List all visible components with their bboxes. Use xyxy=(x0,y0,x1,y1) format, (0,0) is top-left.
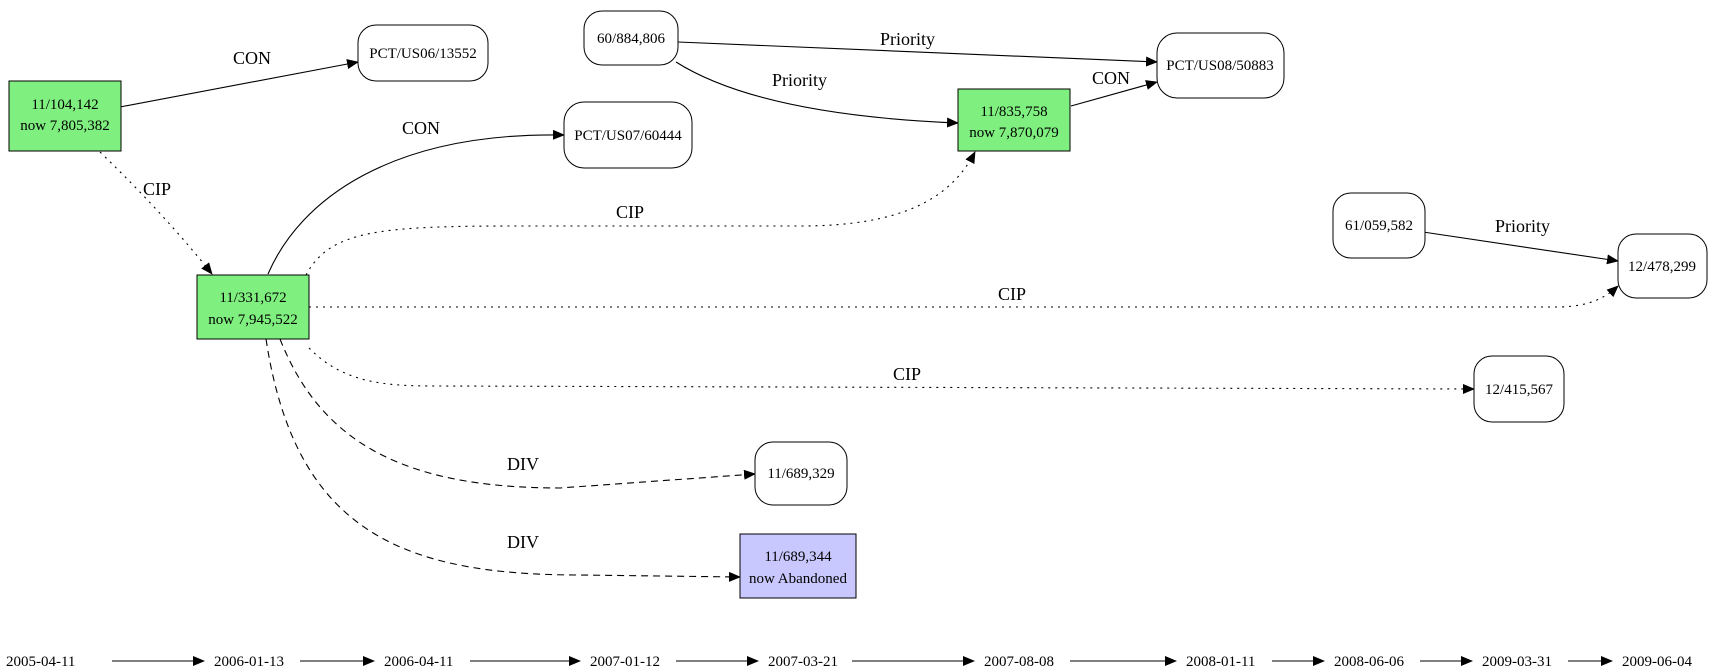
edge-cip-11331672-12478299 xyxy=(309,285,1619,308)
timeline-date: 2005-04-11 xyxy=(6,654,75,670)
timeline-date: 2009-03-31 xyxy=(1482,654,1552,670)
node-title: 11/689,329 xyxy=(767,466,834,482)
node-box xyxy=(1473,355,1565,423)
timeline-date: 2008-01-11 xyxy=(1186,654,1255,670)
timeline-date: 2006-04-11 xyxy=(384,654,453,670)
timeline-date: 2009-06-04 xyxy=(1622,654,1692,670)
node-11-689329[interactable]: 11/689,329 xyxy=(754,441,848,506)
edge-div-11331672-11689329 xyxy=(279,338,756,489)
node-title: 12/478,299 xyxy=(1628,259,1696,275)
timeline-date: 2006-01-13 xyxy=(214,654,284,670)
node-11-104142[interactable]: 11/104,142 now 7,805,382 xyxy=(8,80,122,152)
node-status: now Abandoned xyxy=(749,571,847,587)
edge-con-11835758-pct0850883 xyxy=(1070,80,1158,107)
node-pct-us06-13552[interactable]: PCT/US06/13552 xyxy=(357,24,489,82)
edge-label: CON xyxy=(402,118,440,138)
edge-label: CIP xyxy=(616,202,644,222)
timeline-date: 2008-06-06 xyxy=(1334,654,1404,670)
node-status: now 7,805,382 xyxy=(20,118,110,134)
edges: CON CIP Priority Priority CON CON CIP Pr… xyxy=(99,29,1619,582)
node-title: PCT/US07/60444 xyxy=(574,128,682,144)
edge-label: Priority xyxy=(880,29,935,49)
node-box xyxy=(8,80,122,152)
node-box xyxy=(196,274,310,340)
edge-label: CIP xyxy=(893,364,921,384)
edge-label: CIP xyxy=(998,284,1026,304)
edge-label: Priority xyxy=(772,70,827,90)
node-title: 61/059,582 xyxy=(1345,218,1413,234)
edge-label: DIV xyxy=(507,454,539,474)
timeline-date: 2007-03-21 xyxy=(768,654,838,670)
node-12-478299[interactable]: 12/478,299 xyxy=(1617,233,1708,299)
node-title: PCT/US08/50883 xyxy=(1166,58,1274,74)
node-box xyxy=(1156,32,1285,99)
node-box xyxy=(1332,192,1426,259)
node-box xyxy=(583,10,679,66)
node-box xyxy=(957,88,1071,152)
edge-con-11331672-pct0760444 xyxy=(267,129,565,275)
node-box xyxy=(739,533,857,599)
node-title: 60/884,806 xyxy=(597,31,665,47)
node-61-059582[interactable]: 61/059,582 xyxy=(1332,192,1426,259)
edge-cip-11331672-12415567 xyxy=(308,347,1475,394)
edge-label: DIV xyxy=(507,532,539,552)
node-status: now 7,870,079 xyxy=(969,125,1059,141)
timeline-date: 2007-08-08 xyxy=(984,654,1054,670)
edge-label: CON xyxy=(233,48,271,68)
node-box xyxy=(563,101,693,169)
node-title: PCT/US06/13552 xyxy=(369,46,477,62)
edge-label: Priority xyxy=(1495,216,1550,236)
edge-con-11104142-pct0613552 xyxy=(119,59,359,108)
nodes: 11/104,142 now 7,805,382 PCT/US06/13552 … xyxy=(8,10,1708,599)
node-box xyxy=(357,24,489,82)
node-box xyxy=(1617,233,1708,299)
node-60-884806[interactable]: 60/884,806 xyxy=(583,10,679,66)
node-11-835758[interactable]: 11/835,758 now 7,870,079 xyxy=(957,88,1071,152)
node-pct-us07-60444[interactable]: PCT/US07/60444 xyxy=(563,101,693,169)
edge-label: CON xyxy=(1092,68,1130,88)
edge-label: CIP xyxy=(143,179,171,199)
node-box xyxy=(754,441,848,506)
edge-priority-60884806-pct0850883 xyxy=(677,41,1158,67)
edge-div-11331672-11689344 xyxy=(265,338,741,582)
edge-priority-60884806-11835758 xyxy=(675,61,959,128)
node-pct-us08-50883[interactable]: PCT/US08/50883 xyxy=(1156,32,1285,99)
node-11-331672[interactable]: 11/331,672 now 7,945,522 xyxy=(196,274,310,340)
node-title: 11/835,758 xyxy=(980,104,1047,120)
edge-cip-11104142-11331672 xyxy=(99,151,213,275)
node-status: now 7,945,522 xyxy=(208,312,298,328)
node-title: 12/415,567 xyxy=(1485,382,1553,398)
node-title: 11/104,142 xyxy=(31,97,98,113)
timeline-date: 2007-01-12 xyxy=(590,654,660,670)
edge-priority-61059582-12478299 xyxy=(1422,231,1619,265)
node-12-415567[interactable]: 12/415,567 xyxy=(1473,355,1565,423)
timeline: 2005-04-11 2006-01-13 2006-04-11 2007-01… xyxy=(6,654,1692,670)
node-11-689344[interactable]: 11/689,344 now Abandoned xyxy=(739,533,857,599)
node-title: 11/331,672 xyxy=(219,290,286,306)
node-title: 11/689,344 xyxy=(764,549,832,565)
